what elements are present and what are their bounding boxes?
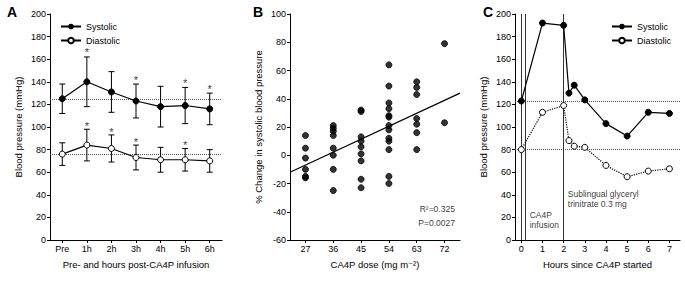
svg-text:-20: -20 (273, 179, 286, 189)
svg-text:*: * (109, 126, 114, 138)
svg-text:Diastolic: Diastolic (637, 36, 672, 46)
svg-text:60: 60 (501, 167, 511, 177)
svg-text:45: 45 (356, 244, 366, 254)
svg-text:B: B (253, 4, 263, 20)
svg-text:1h: 1h (82, 244, 92, 254)
svg-text:120: 120 (496, 99, 511, 109)
svg-text:3h: 3h (131, 244, 141, 254)
svg-text:2: 2 (561, 244, 566, 254)
svg-text:3: 3 (582, 244, 587, 254)
svg-text:-40: -40 (273, 207, 286, 217)
svg-text:*: * (183, 77, 188, 89)
svg-text:CA4P: CA4P (530, 210, 553, 220)
svg-text:infusion: infusion (530, 220, 560, 230)
svg-text:36: 36 (328, 244, 338, 254)
svg-text:% Change in systolic blood pre: % Change in systolic blood pressure (253, 50, 264, 204)
svg-text:-60: -60 (273, 235, 286, 245)
svg-text:20: 20 (501, 212, 511, 222)
svg-text:Pre- and hours post-CA4P infus: Pre- and hours post-CA4P infusion (63, 259, 210, 270)
svg-text:*: * (85, 120, 90, 132)
svg-text:7: 7 (667, 244, 672, 254)
svg-text:160: 160 (31, 54, 46, 64)
svg-text:80: 80 (501, 145, 511, 155)
svg-text:*: * (134, 74, 139, 86)
svg-text:60: 60 (36, 167, 46, 177)
svg-text:5: 5 (625, 244, 630, 254)
svg-text:40: 40 (276, 94, 286, 104)
svg-text:60: 60 (276, 66, 286, 76)
svg-text:5h: 5h (180, 244, 190, 254)
svg-text:Pre: Pre (55, 244, 69, 254)
svg-text:0: 0 (519, 244, 524, 254)
svg-text:*: * (208, 83, 213, 95)
svg-text:20: 20 (276, 122, 286, 132)
svg-text:6h: 6h (205, 244, 215, 254)
svg-text:Systolic: Systolic (637, 22, 669, 32)
svg-text:4: 4 (603, 244, 608, 254)
svg-text:P=0.0027: P=0.0027 (418, 218, 455, 228)
svg-text:Sublingual glyceryl: Sublingual glyceryl (568, 189, 639, 199)
svg-text:72: 72 (440, 244, 450, 254)
svg-text:80: 80 (276, 37, 286, 47)
svg-text:6: 6 (646, 244, 651, 254)
svg-text:0: 0 (281, 150, 286, 160)
svg-text:*: * (85, 46, 90, 58)
svg-text:40: 40 (36, 190, 46, 200)
svg-text:R²=0.325: R²=0.325 (420, 204, 455, 214)
svg-text:180: 180 (496, 32, 511, 42)
svg-text:Diastolic: Diastolic (86, 36, 121, 46)
svg-text:200: 200 (496, 9, 511, 19)
svg-text:Blood pressure (mmHg): Blood pressure (mmHg) (13, 77, 24, 178)
svg-text:120: 120 (31, 99, 46, 109)
svg-text:Hours since CA4P started: Hours since CA4P started (543, 259, 652, 270)
svg-text:140: 140 (496, 77, 511, 87)
svg-text:100: 100 (31, 122, 46, 132)
svg-text:140: 140 (31, 77, 46, 87)
svg-text:20: 20 (36, 212, 46, 222)
svg-text:0: 0 (41, 235, 46, 245)
svg-text:180: 180 (31, 32, 46, 42)
svg-text:2h: 2h (106, 244, 116, 254)
svg-text:54: 54 (384, 244, 394, 254)
svg-text:100: 100 (496, 122, 511, 132)
svg-text:0: 0 (506, 235, 511, 245)
svg-text:4h: 4h (156, 244, 166, 254)
svg-text:1: 1 (540, 244, 545, 254)
svg-text:A: A (7, 4, 17, 20)
svg-text:80: 80 (36, 145, 46, 155)
svg-text:40: 40 (501, 190, 511, 200)
svg-text:CA4P dose (mg m⁻²): CA4P dose (mg m⁻²) (331, 259, 420, 270)
svg-text:27: 27 (300, 244, 310, 254)
svg-text:Blood pressure (mmHg): Blood pressure (mmHg) (478, 77, 489, 178)
svg-text:100: 100 (271, 9, 286, 19)
svg-text:63: 63 (412, 244, 422, 254)
svg-text:*: * (183, 139, 188, 151)
svg-text:160: 160 (496, 54, 511, 64)
svg-text:Systolic: Systolic (86, 22, 118, 32)
svg-text:trinitrate 0.3 mg: trinitrate 0.3 mg (568, 199, 627, 209)
svg-text:C: C (483, 4, 493, 20)
svg-text:200: 200 (31, 9, 46, 19)
svg-text:*: * (134, 136, 139, 148)
